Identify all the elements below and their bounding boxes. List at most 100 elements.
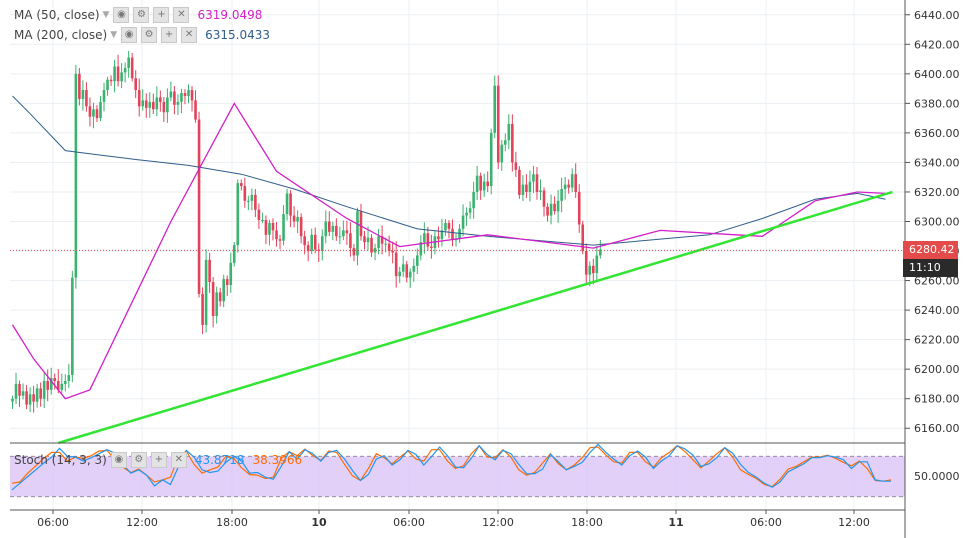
legend-ma50[interactable]: MA (50, close) ▼ ◉ ⚙ + ✕ 6319.0498 bbox=[14, 6, 262, 24]
eye-icon[interactable]: ◉ bbox=[113, 7, 130, 23]
chevron-down-icon[interactable]: ▼ bbox=[110, 30, 118, 40]
candle bbox=[328, 221, 331, 232]
candle bbox=[268, 222, 271, 235]
candle bbox=[215, 292, 218, 317]
candle bbox=[461, 215, 465, 229]
time-tick-label: 11 bbox=[668, 516, 683, 529]
candle bbox=[275, 230, 278, 240]
legend-stoch[interactable]: Stoch (14, 3, 3) ◉ ⚙ + ✕ 43.8718 38.3966 bbox=[14, 451, 302, 469]
countdown-tag: 11:10 bbox=[903, 259, 958, 278]
candle bbox=[416, 255, 419, 266]
candle bbox=[426, 233, 430, 247]
candle bbox=[475, 175, 479, 192]
candle bbox=[261, 220, 264, 222]
price-tick-label: 6220.00 bbox=[914, 334, 960, 347]
ma50-value: 6319.0498 bbox=[197, 8, 263, 22]
candle bbox=[42, 380, 46, 399]
candle bbox=[197, 119, 201, 294]
plus-icon[interactable]: + bbox=[150, 452, 167, 468]
candle bbox=[563, 184, 567, 190]
candle bbox=[342, 230, 345, 237]
candle bbox=[489, 132, 493, 187]
gear-icon[interactable]: ⚙ bbox=[133, 7, 150, 23]
candle bbox=[317, 249, 321, 252]
time-tick-label: 12:00 bbox=[838, 516, 870, 529]
candle bbox=[264, 220, 268, 235]
candle bbox=[53, 378, 57, 381]
chevron-down-icon[interactable]: ▼ bbox=[102, 10, 110, 20]
candle bbox=[78, 73, 81, 99]
candle bbox=[32, 394, 35, 402]
moving-averages-layer bbox=[10, 95, 905, 445]
price-tick-label: 6340.00 bbox=[914, 156, 960, 169]
candle bbox=[556, 200, 560, 212]
price-axis[interactable]: 6440.00 6420.00 6400.00 6380.00 6360.00 6340.… bbox=[905, 9, 960, 435]
candle bbox=[496, 85, 500, 163]
time-tick-label: 18:00 bbox=[216, 516, 248, 529]
candle bbox=[514, 162, 518, 170]
candle bbox=[454, 239, 458, 241]
candle bbox=[306, 245, 310, 252]
candle bbox=[173, 91, 176, 105]
candle bbox=[447, 222, 451, 229]
price-tick-label: 6300.00 bbox=[914, 216, 960, 229]
candle bbox=[74, 73, 78, 278]
candle bbox=[458, 228, 461, 240]
candle bbox=[373, 248, 377, 253]
candle bbox=[486, 181, 489, 187]
candle bbox=[95, 109, 99, 119]
candle bbox=[148, 101, 152, 108]
candle bbox=[88, 106, 92, 117]
candle bbox=[599, 249, 602, 256]
candle bbox=[296, 217, 299, 222]
candle bbox=[377, 236, 380, 249]
time-tick-label: 06:00 bbox=[393, 516, 425, 529]
time-axis[interactable]: 06:00 12:00 18:00 10 06:00 12:00 18:00 11 06:00 1… bbox=[37, 510, 870, 529]
plus-icon[interactable]: + bbox=[153, 7, 170, 23]
candle bbox=[356, 211, 359, 256]
candle bbox=[398, 271, 401, 277]
candle bbox=[250, 194, 254, 201]
candle bbox=[130, 57, 134, 79]
candle bbox=[81, 90, 85, 99]
candle bbox=[109, 79, 113, 82]
close-icon[interactable]: ✕ bbox=[173, 7, 190, 23]
stoch-label: Stoch (14, 3, 3) bbox=[14, 453, 107, 467]
price-tick-label: 6400.00 bbox=[914, 68, 960, 81]
candle bbox=[405, 264, 409, 278]
candle bbox=[236, 183, 240, 246]
candle bbox=[549, 203, 553, 216]
time-tick-label: 18:00 bbox=[571, 516, 603, 529]
gear-icon[interactable]: ⚙ bbox=[130, 452, 147, 468]
plus-icon[interactable]: + bbox=[161, 27, 178, 43]
eye-icon[interactable]: ◉ bbox=[110, 452, 127, 468]
candle bbox=[35, 388, 39, 402]
candle bbox=[310, 234, 313, 252]
candle bbox=[525, 184, 528, 192]
candle bbox=[542, 190, 546, 207]
candle bbox=[387, 243, 391, 252]
gear-icon[interactable]: ⚙ bbox=[141, 27, 158, 43]
candle bbox=[584, 251, 588, 275]
eye-icon[interactable]: ◉ bbox=[121, 27, 138, 43]
candles-layer bbox=[11, 50, 602, 413]
price-tick-label: 6260.00 bbox=[914, 275, 960, 288]
candle bbox=[539, 190, 542, 192]
candle bbox=[134, 78, 137, 91]
last-price-tag: 6280.42 bbox=[903, 241, 958, 260]
ma200-line bbox=[12, 95, 886, 246]
candle bbox=[99, 101, 102, 119]
stoch-axis-tick: 50.0000 bbox=[914, 470, 960, 483]
ma50-line bbox=[11, 102, 886, 400]
candle bbox=[247, 200, 250, 202]
close-icon[interactable]: ✕ bbox=[181, 27, 198, 43]
candle bbox=[113, 66, 116, 82]
candle bbox=[183, 93, 187, 96]
legend-ma200[interactable]: MA (200, close) ▼ ◉ ⚙ + ✕ 6315.0433 bbox=[14, 26, 270, 44]
candle bbox=[521, 184, 525, 195]
candle bbox=[218, 292, 222, 302]
candle bbox=[271, 222, 275, 231]
close-icon[interactable]: ✕ bbox=[170, 452, 187, 468]
